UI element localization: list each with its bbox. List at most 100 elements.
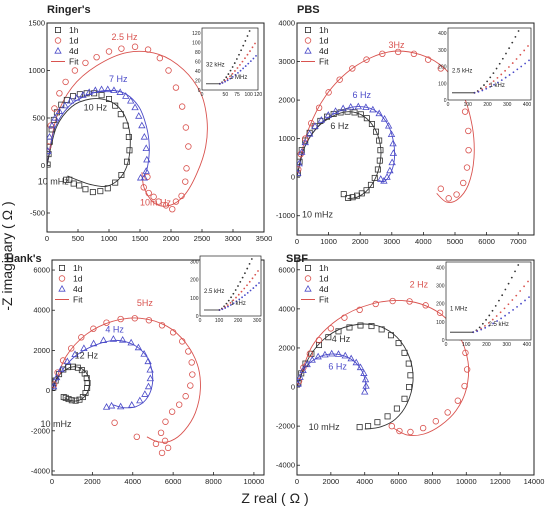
data-point-1h (104, 185, 111, 192)
freq-annotation: 4 Hz (105, 324, 124, 334)
data-point-4d (61, 101, 69, 109)
inset-label: 2.5 kHz (489, 322, 509, 328)
inset-point (239, 63, 241, 66)
data-point-1d (169, 205, 176, 213)
inset-x-tick-label: 300 (503, 342, 512, 348)
data-point-4d (380, 114, 389, 122)
data-point-1h (384, 413, 391, 420)
x-tick-label: 4000 (415, 237, 432, 246)
legend-marker (304, 46, 312, 54)
data-point-4d (369, 105, 377, 113)
legend-label: 1d (319, 274, 329, 284)
data-point-4d (142, 167, 150, 174)
y-tick-label: 4000 (278, 304, 295, 313)
y-tick-label: -2000 (31, 426, 50, 435)
data-point-4d (142, 144, 150, 152)
data-point-1h (68, 397, 75, 404)
inset-point (225, 76, 228, 79)
x-tick-label: 0 (295, 477, 299, 486)
data-point-4d (127, 96, 135, 104)
x-tick-label: 1000 (320, 237, 337, 246)
data-point-4d (116, 402, 125, 410)
data-point-1h (47, 161, 51, 168)
data-point-1h (377, 147, 384, 154)
inset-point (231, 66, 234, 68)
data-point-1d (165, 67, 172, 74)
data-point-1h (335, 328, 342, 335)
inset-point (489, 85, 492, 88)
data-point-4d (144, 382, 153, 390)
inset-point (503, 307, 506, 310)
plot-area (297, 48, 475, 203)
inset-y-tick-label: 300 (436, 284, 445, 290)
data-point-1h (316, 342, 323, 349)
data-point-1d (444, 409, 451, 416)
data-point-4d (377, 175, 385, 182)
y-tick-label: 6000 (33, 266, 50, 275)
inset-point (244, 40, 247, 42)
data-point-1d (396, 427, 403, 435)
inset-point (498, 62, 501, 65)
x-tick-label: 14000 (524, 477, 545, 486)
data-point-1h (117, 111, 124, 118)
data-point-1d (461, 108, 469, 115)
data-point-1d (463, 366, 471, 373)
data-point-1d (185, 348, 192, 355)
inset-label: 1 kHz (490, 83, 505, 89)
x-tick-label: 12000 (490, 477, 511, 486)
data-point-1d (356, 306, 363, 314)
data-point-1h (60, 394, 67, 401)
legend-label: 1d (319, 36, 329, 46)
data-point-1d (363, 56, 370, 63)
chart-panel: Ringer's0 500 1000 1500 2000 2500 3000 3500-500… (28, 4, 272, 243)
inset-point (234, 289, 237, 291)
data-point-1d (105, 48, 113, 55)
y-tick-label: 500 (32, 114, 45, 123)
y-tick-label: 0 (41, 161, 45, 170)
data-point-1d (300, 364, 307, 371)
data-point-1h (367, 181, 374, 188)
inset-point (508, 74, 511, 76)
legend-label: Fit (73, 295, 83, 305)
data-point-1d (155, 198, 162, 205)
freq-annotation: 6 Hz (328, 361, 347, 371)
data-point-4d (47, 132, 54, 140)
data-point-1h (374, 166, 381, 173)
data-point-4d (48, 121, 56, 129)
y-tick-label: -500 (30, 209, 45, 218)
inset-point (232, 292, 235, 295)
inset-y-tick-label: 120 (192, 31, 201, 37)
fit-line (297, 353, 367, 392)
data-point-1d (406, 298, 413, 305)
data-point-4d (339, 104, 347, 112)
freq-annotation: 10 mHz (309, 422, 341, 432)
y-tick-label: -4000 (31, 466, 50, 475)
inset-point (229, 304, 232, 306)
inset-point (238, 53, 240, 56)
inset-point (246, 53, 249, 56)
data-point-1d (388, 422, 395, 430)
inset-point (504, 76, 507, 79)
inset-point (227, 73, 230, 75)
data-point-4d (135, 112, 143, 119)
inset-label: 2.5 kHz (452, 69, 472, 75)
inset-point (234, 70, 236, 72)
inset-point (232, 302, 235, 305)
inset-point (486, 80, 489, 83)
inset-y-tick-label: 40 (195, 69, 201, 75)
inset-point (229, 77, 232, 80)
inset-point (233, 62, 236, 64)
data-point-1d (172, 198, 180, 205)
fit-line (297, 300, 470, 436)
y-tick-label: 1000 (28, 66, 45, 75)
inset-point (514, 35, 517, 38)
inset-point (255, 55, 257, 57)
inset-point (225, 302, 228, 305)
data-point-1h (346, 324, 353, 331)
inset-point (492, 322, 495, 325)
x-tick-label: 2000 (163, 234, 180, 243)
data-point-1d (372, 300, 379, 308)
plot-area (297, 297, 471, 436)
inset-point (249, 50, 251, 52)
